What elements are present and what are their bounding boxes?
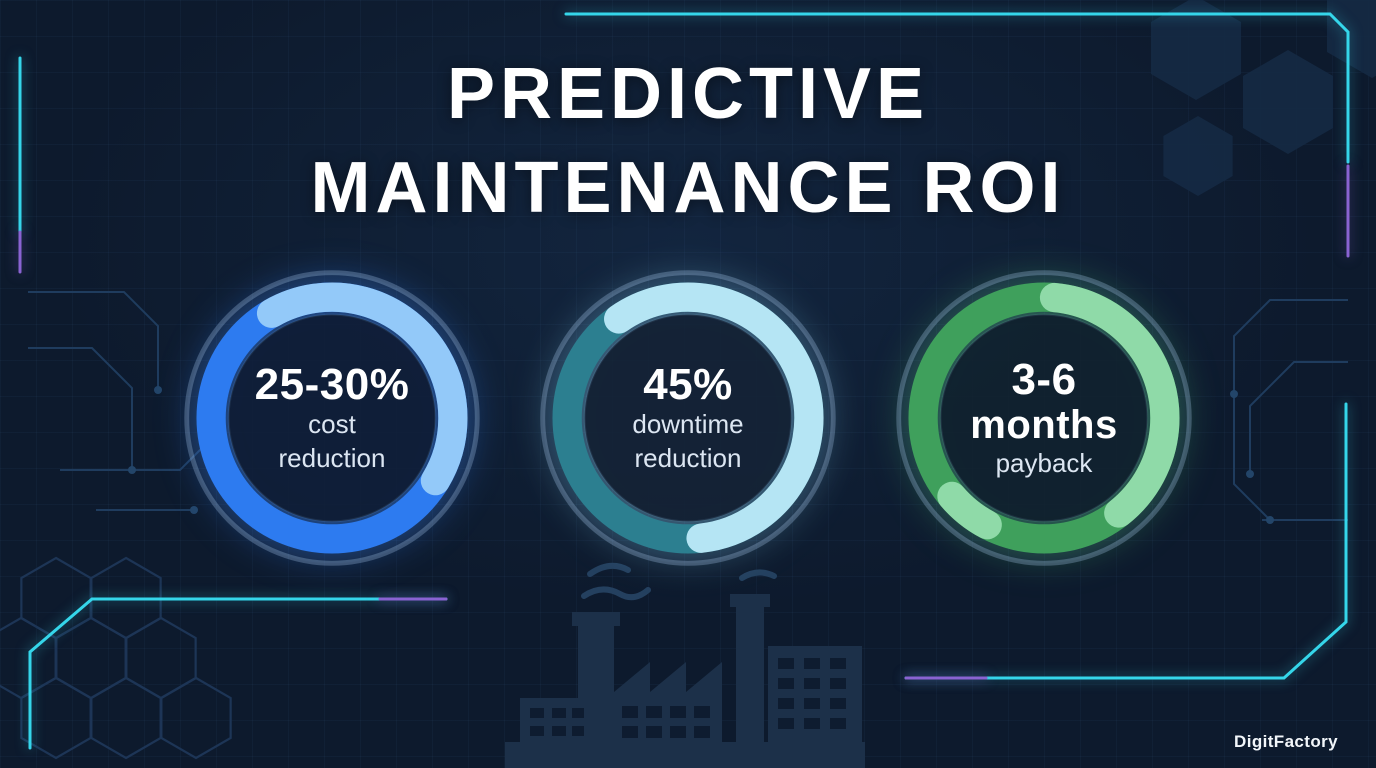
circuit-nodes-right — [1230, 390, 1274, 524]
circuit-traces-left — [28, 291, 207, 511]
downtime-reduction-ring-chart — [540, 270, 836, 566]
stat-value: 3-6 — [1011, 355, 1077, 405]
page-title-line-2: MAINTENANCE ROI — [310, 147, 1066, 228]
stat-label-line: reduction — [278, 442, 386, 473]
page-title-line-1: PREDICTIVE — [446, 54, 930, 134]
stat-label-line: reduction — [634, 442, 742, 473]
stat-label-line: cost — [308, 409, 356, 440]
hexagon-cluster-bottom-left — [0, 558, 231, 758]
stat-label-line: payback — [995, 447, 1093, 478]
stat-card-downtime-reduction: 45% downtime reduction — [532, 262, 844, 574]
stat-card-cost-reduction: 25-30% cost reduction — [176, 262, 488, 574]
stat-card-payback: 3-6 months payback — [888, 262, 1200, 574]
page-title: PREDICTIVE MAINTENANCE ROI — [0, 48, 1376, 235]
corner-accent-lines-cyan — [18, 12, 1350, 750]
factory-silhouette — [505, 562, 865, 768]
stat-text-cost-reduction: 25-30% cost reduction — [176, 262, 488, 574]
stat-value: 45% — [643, 359, 733, 409]
smoke-plumes — [581, 562, 777, 601]
cost-reduction-ring-chart — [184, 270, 480, 566]
stat-text-downtime-reduction: 45% downtime reduction — [532, 262, 844, 574]
stats-row: 25-30% cost reduction 45% downtime reduc… — [0, 262, 1376, 574]
circuit-traces-right — [1233, 299, 1348, 521]
corner-accent-lines-purple — [18, 164, 1350, 680]
brand-logo-text: DigitFactory — [1234, 732, 1338, 751]
stat-value: 25-30% — [254, 359, 410, 409]
payback-ring-chart — [896, 270, 1192, 566]
stat-label-line: downtime — [632, 409, 744, 440]
stat-value-line-2: months — [970, 402, 1118, 447]
stat-text-payback: 3-6 months payback — [888, 262, 1200, 574]
